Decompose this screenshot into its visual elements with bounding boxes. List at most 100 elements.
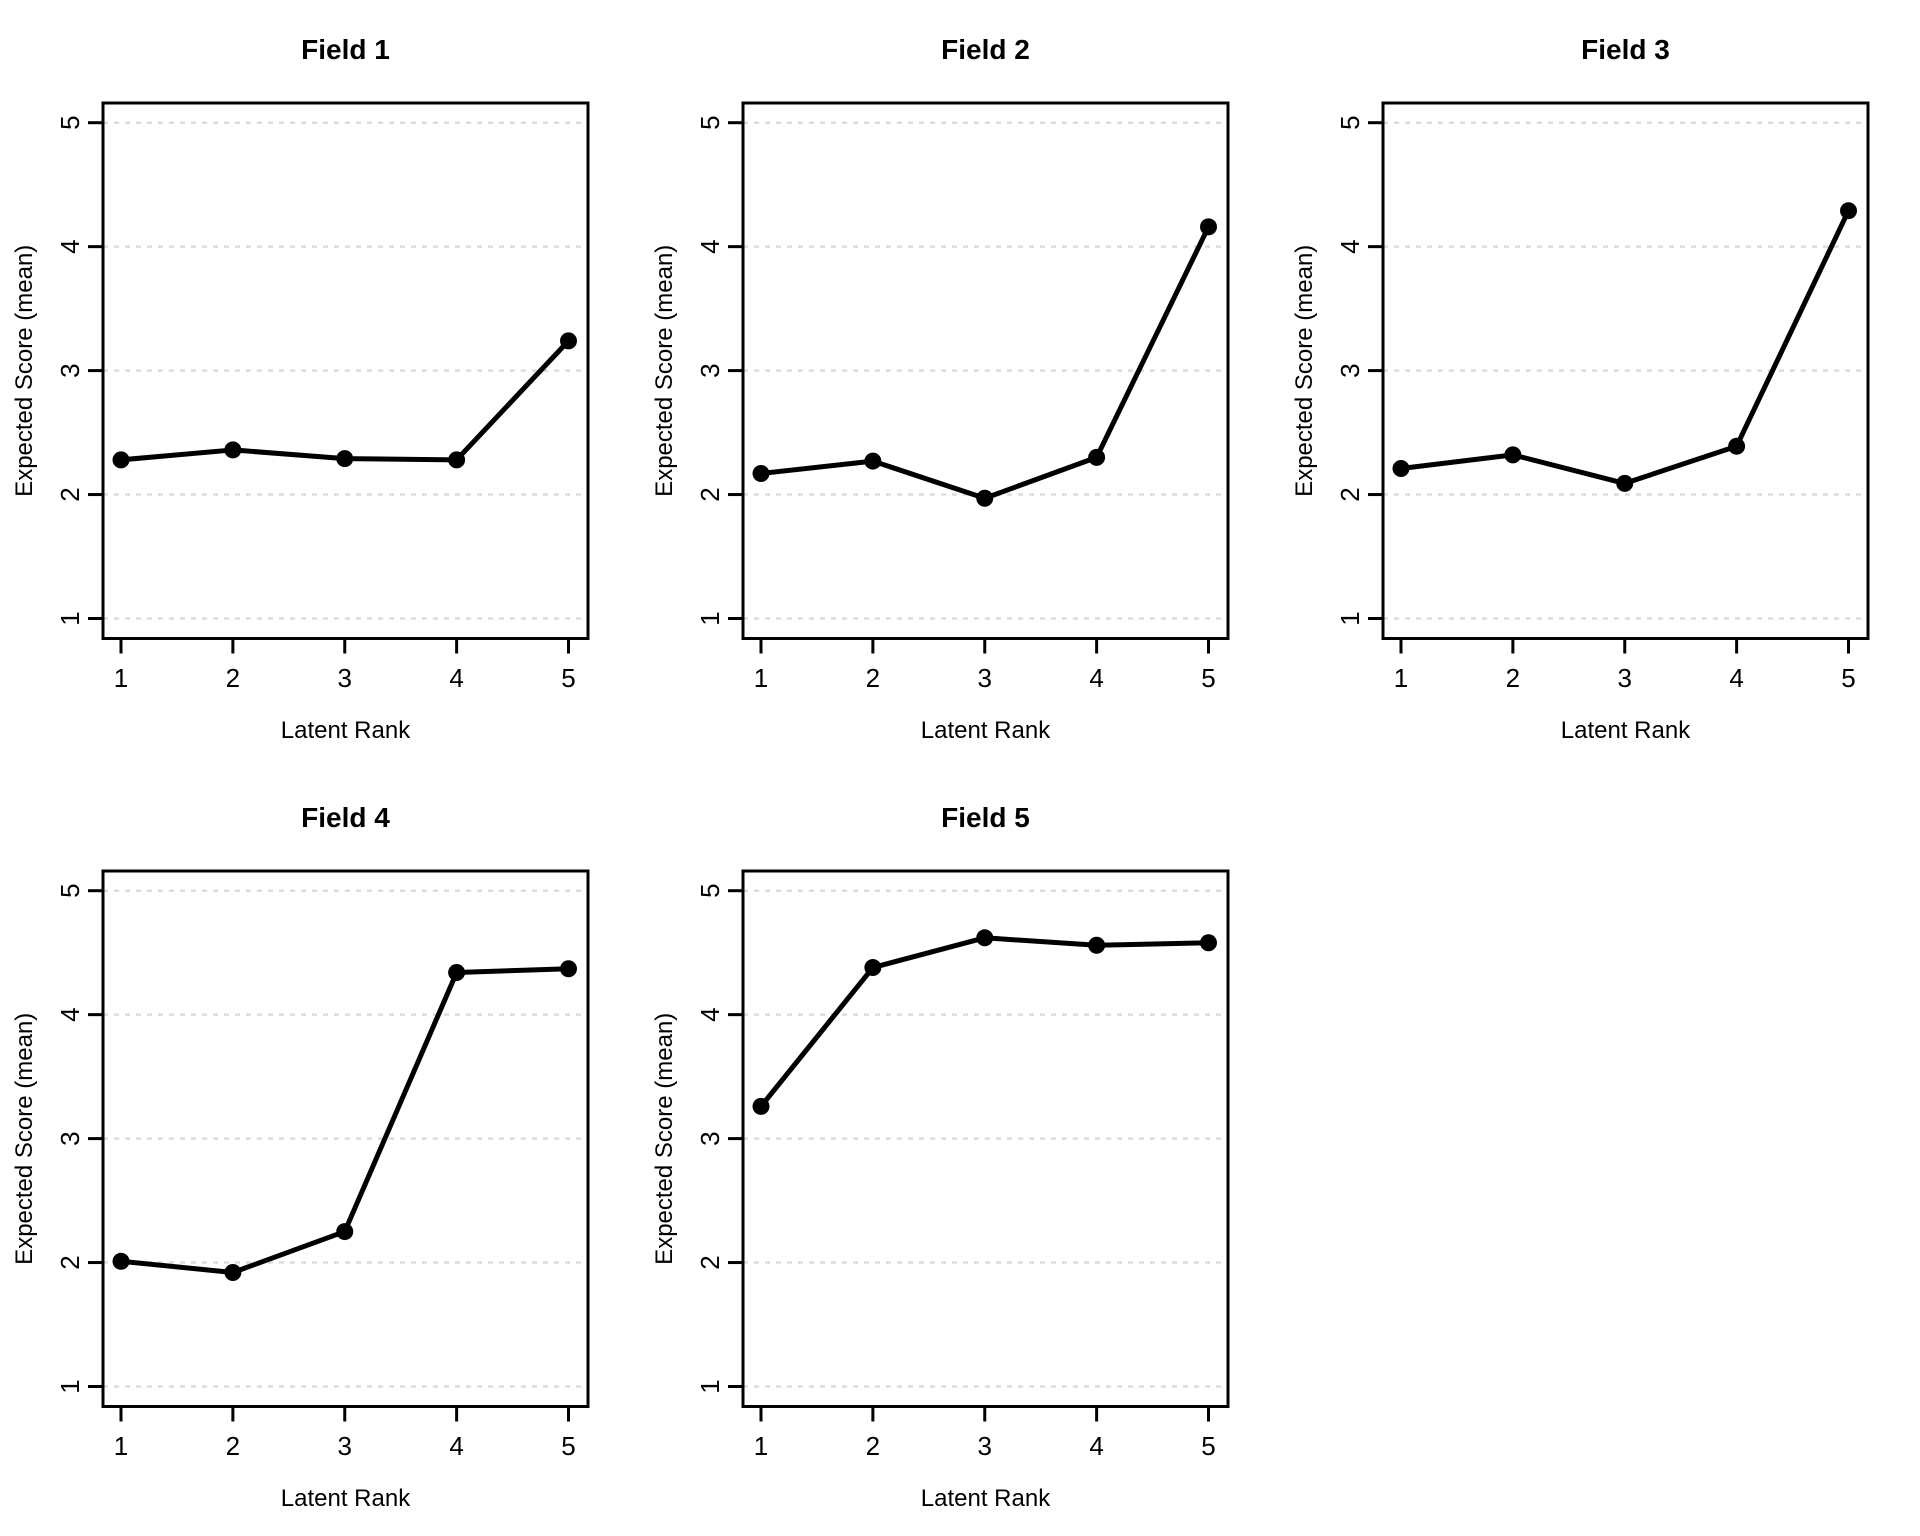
y-tick-label: 2 bbox=[695, 487, 725, 501]
data-series-line bbox=[1398, 208, 1851, 486]
chart-svg: 1 2 3 4 5 1 2 3 4 5 Field 2 Latent Rank Expected Sco… bbox=[651, 34, 1230, 744]
data-series-line bbox=[758, 224, 1211, 501]
y-tick-label: 3 bbox=[695, 363, 725, 377]
y-tick-label: 1 bbox=[55, 611, 85, 625]
x-tick-label: 3 bbox=[978, 1431, 992, 1461]
data-point bbox=[864, 452, 882, 470]
x-tick-label: 1 bbox=[114, 663, 128, 693]
x-tick-label: 2 bbox=[226, 1431, 240, 1461]
y-tick-label: 4 bbox=[695, 1007, 725, 1021]
data-point bbox=[112, 451, 130, 469]
y-tick-label: 1 bbox=[695, 1379, 725, 1393]
data-point bbox=[752, 1097, 770, 1115]
x-tick-label: 5 bbox=[1201, 663, 1215, 693]
y-tick-label: 2 bbox=[55, 487, 85, 501]
x-axis-label: Latent Rank bbox=[921, 1485, 1051, 1512]
panel-title: Field 5 bbox=[941, 802, 1030, 833]
y-tick-label: 3 bbox=[55, 363, 85, 377]
data-point bbox=[752, 464, 770, 482]
data-point bbox=[1616, 474, 1634, 492]
x-tick-label: 4 bbox=[449, 663, 463, 693]
data-point bbox=[1200, 218, 1217, 236]
x-tick-label: 2 bbox=[866, 663, 880, 693]
chart-panel-2: 1 2 3 4 5 1 2 3 4 5 Field 2 Latent Rank Expected Sco… bbox=[640, 0, 1280, 768]
panel-title: Field 3 bbox=[1581, 34, 1670, 65]
x-tick-label: 5 bbox=[1841, 663, 1855, 693]
x-axis-label: Latent Rank bbox=[1561, 717, 1691, 744]
data-point bbox=[336, 450, 354, 468]
x-axis-label: Latent Rank bbox=[281, 717, 411, 744]
chart-panel-1: 1 2 3 4 5 1 2 3 4 5 Field 1 Latent Rank Expected Sco… bbox=[0, 0, 640, 768]
y-tick-label: 3 bbox=[1335, 363, 1365, 377]
data-series-line bbox=[758, 935, 1211, 1109]
y-tick-label: 5 bbox=[1335, 115, 1365, 129]
x-tick-label: 3 bbox=[338, 1431, 352, 1461]
data-point bbox=[1504, 446, 1522, 464]
x-axis-label: Latent Rank bbox=[921, 717, 1051, 744]
data-point bbox=[1392, 460, 1410, 478]
y-tick-label: 5 bbox=[695, 883, 725, 897]
x-tick-label: 1 bbox=[1394, 663, 1408, 693]
x-tick-label: 4 bbox=[449, 1431, 463, 1461]
chart-panel-4: 1 2 3 4 5 1 2 3 4 5 Field 4 Latent Rank Expected Sco… bbox=[0, 768, 640, 1536]
y-tick-label: 3 bbox=[55, 1131, 85, 1145]
chart-panel-3: 1 2 3 4 5 1 2 3 4 5 Field 3 Latent Rank Expected Sco… bbox=[1280, 0, 1920, 768]
y-tick-label: 1 bbox=[55, 1379, 85, 1393]
chart-svg: 1 2 3 4 5 1 2 3 4 5 Field 5 Latent Rank Expected Sco… bbox=[651, 802, 1230, 1512]
empty-cell bbox=[1280, 768, 1920, 1536]
y-tick-label: 5 bbox=[55, 883, 85, 897]
x-tick-label: 1 bbox=[754, 1431, 768, 1461]
y-tick-label: 2 bbox=[695, 1255, 725, 1269]
y-tick-label: 4 bbox=[55, 239, 85, 253]
x-tick-label: 3 bbox=[1618, 663, 1632, 693]
x-tick-label: 2 bbox=[226, 663, 240, 693]
y-tick-label: 2 bbox=[55, 1255, 85, 1269]
y-tick-label: 3 bbox=[695, 1131, 725, 1145]
x-tick-label: 4 bbox=[1089, 663, 1103, 693]
y-tick-label: 5 bbox=[55, 115, 85, 129]
data-point bbox=[224, 441, 242, 459]
x-tick-label: 3 bbox=[978, 663, 992, 693]
y-axis-label: Expected Score (mean) bbox=[1291, 245, 1318, 497]
data-series-line bbox=[118, 338, 571, 463]
y-axis-label: Expected Score (mean) bbox=[11, 1013, 38, 1265]
data-point bbox=[1088, 936, 1106, 954]
data-point bbox=[1840, 202, 1857, 220]
x-tick-label: 1 bbox=[114, 1431, 128, 1461]
data-point bbox=[864, 959, 882, 977]
y-tick-label: 1 bbox=[695, 611, 725, 625]
y-tick-label: 5 bbox=[695, 115, 725, 129]
data-point bbox=[976, 489, 994, 507]
panel-title: Field 2 bbox=[941, 34, 1030, 65]
chart-panel-5: 1 2 3 4 5 1 2 3 4 5 Field 5 Latent Rank Expected Sco… bbox=[640, 768, 1280, 1536]
data-point bbox=[112, 1252, 130, 1270]
data-point bbox=[976, 929, 994, 947]
x-tick-label: 3 bbox=[338, 663, 352, 693]
chart-svg: 1 2 3 4 5 1 2 3 4 5 Field 4 Latent Rank Expected Sco… bbox=[11, 802, 590, 1512]
x-tick-label: 1 bbox=[754, 663, 768, 693]
panel-title: Field 1 bbox=[301, 34, 390, 65]
y-tick-label: 4 bbox=[695, 239, 725, 253]
x-tick-label: 2 bbox=[1506, 663, 1520, 693]
data-point bbox=[1200, 934, 1217, 952]
x-tick-label: 5 bbox=[561, 1431, 575, 1461]
y-axis-label: Expected Score (mean) bbox=[11, 245, 38, 497]
y-tick-label: 2 bbox=[1335, 487, 1365, 501]
x-axis-label: Latent Rank bbox=[281, 1485, 411, 1512]
y-axis-label: Expected Score (mean) bbox=[651, 1013, 678, 1265]
data-point bbox=[448, 451, 466, 469]
x-tick-label: 4 bbox=[1729, 663, 1743, 693]
x-tick-label: 4 bbox=[1089, 1431, 1103, 1461]
data-point bbox=[560, 332, 577, 350]
panel-title: Field 4 bbox=[301, 802, 390, 833]
data-point bbox=[448, 964, 466, 982]
data-point bbox=[1728, 437, 1746, 455]
y-axis-label: Expected Score (mean) bbox=[651, 245, 678, 497]
data-point bbox=[1088, 448, 1106, 466]
x-tick-label: 2 bbox=[866, 1431, 880, 1461]
data-point bbox=[560, 960, 577, 978]
chart-svg: 1 2 3 4 5 1 2 3 4 5 Field 3 Latent Rank Expected Sco… bbox=[1291, 34, 1870, 744]
y-tick-label: 4 bbox=[55, 1007, 85, 1021]
data-point bbox=[336, 1223, 354, 1241]
